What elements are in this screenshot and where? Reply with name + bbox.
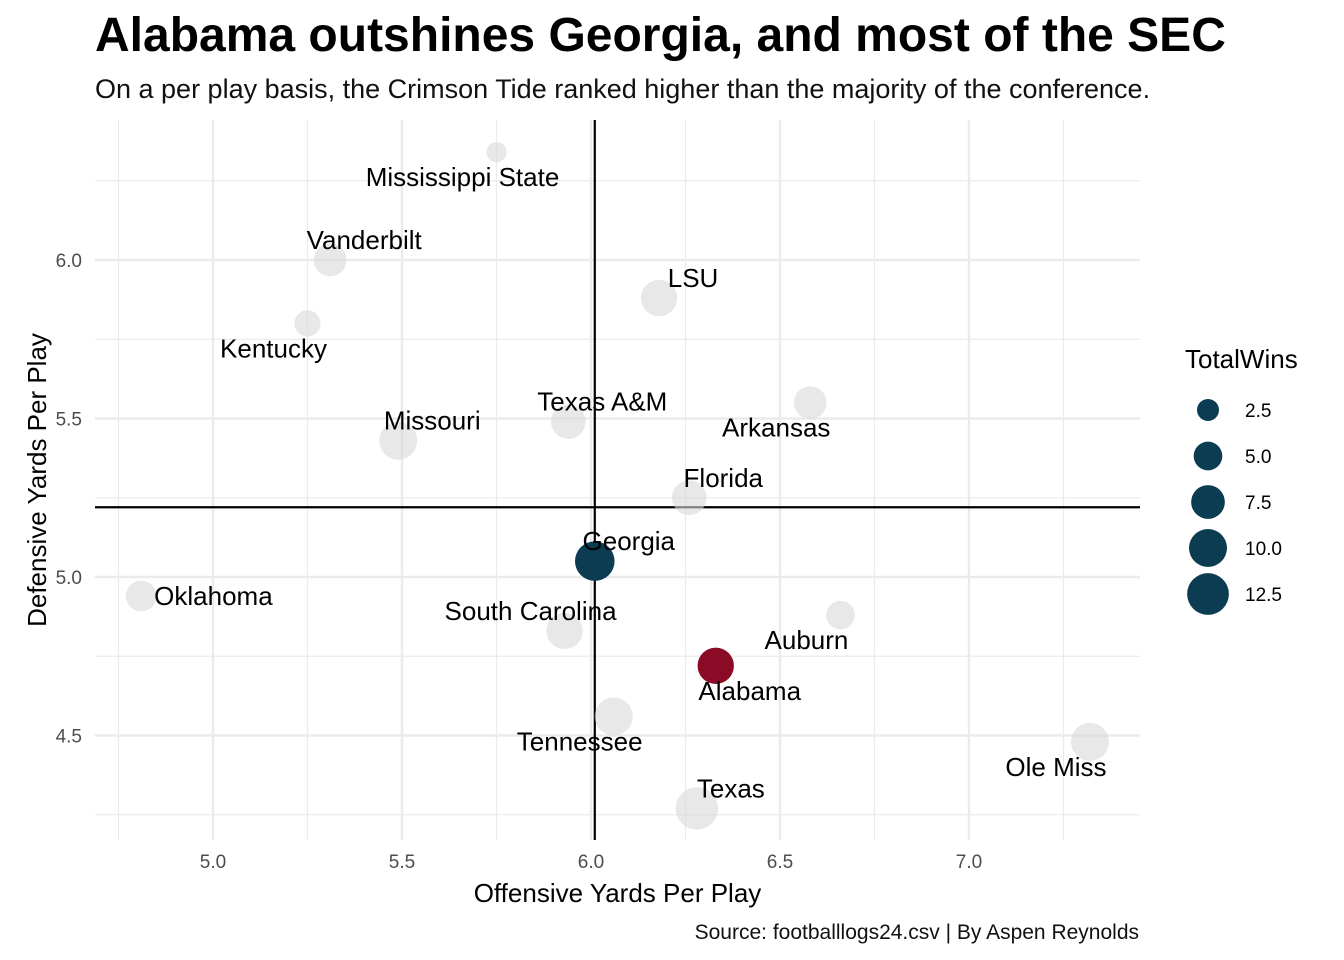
label-texas-a-m: Texas A&M xyxy=(537,387,667,417)
label-kentucky: Kentucky xyxy=(220,333,327,363)
legend-key xyxy=(1194,442,1223,471)
legend-label: 12.5 xyxy=(1245,585,1282,606)
y-axis-title: Defensive Yards Per Play xyxy=(22,333,52,627)
label-texas: Texas xyxy=(697,773,765,803)
point-mississippi-state xyxy=(486,142,506,162)
x-tick-label: 5.0 xyxy=(200,852,226,873)
legend-key xyxy=(1187,573,1229,615)
label-oklahoma: Oklahoma xyxy=(154,581,273,611)
legend-label: 5.0 xyxy=(1245,447,1271,468)
point-oklahoma xyxy=(126,581,157,612)
label-auburn: Auburn xyxy=(765,625,849,655)
label-missouri: Missouri xyxy=(384,406,481,436)
label-georgia: Georgia xyxy=(583,526,676,556)
label-mississippi-state: Mississippi State xyxy=(366,162,560,192)
legend-key xyxy=(1191,485,1225,519)
legend-label: 2.5 xyxy=(1245,401,1271,422)
label-lsu: LSU xyxy=(668,263,719,293)
label-south-carolina: South Carolina xyxy=(445,596,618,626)
label-alabama: Alabama xyxy=(698,676,801,706)
y-tick-label: 4.5 xyxy=(56,727,82,748)
x-tick-label: 6.0 xyxy=(578,852,604,873)
label-florida: Florida xyxy=(684,463,764,493)
x-tick-label: 7.0 xyxy=(956,852,982,873)
y-tick-label: 5.0 xyxy=(56,568,82,589)
legend-label: 7.5 xyxy=(1245,493,1271,514)
x-tick-label: 5.5 xyxy=(389,852,415,873)
label-arkansas: Arkansas xyxy=(722,413,830,443)
legend-key xyxy=(1189,529,1227,567)
source-caption: Source: footballlogs24.csv | By Aspen Re… xyxy=(695,921,1139,945)
legend-title: TotalWins xyxy=(1185,344,1298,374)
y-tick-label: 5.5 xyxy=(56,410,82,431)
legend-key xyxy=(1197,399,1219,421)
label-ole-miss: Ole Miss xyxy=(1005,752,1106,782)
team-labels: Mississippi State Vanderbilt Kentucky LSU Mi… xyxy=(154,162,1106,803)
y-tick-label: 6.0 xyxy=(56,251,82,272)
tick-labels: 5.0 5.5 6.0 6.5 7.0 4.5 5.0 5.5 6.0 xyxy=(56,251,983,873)
label-tennessee: Tennessee xyxy=(517,726,643,756)
x-tick-label: 6.5 xyxy=(767,852,793,873)
x-axis-title: Offensive Yards Per Play xyxy=(474,878,762,908)
label-vanderbilt: Vanderbilt xyxy=(307,225,423,255)
size-legend: TotalWins 2.5 5.0 7.5 10.0 12.5 xyxy=(1185,344,1298,615)
legend-label: 10.0 xyxy=(1245,539,1282,560)
